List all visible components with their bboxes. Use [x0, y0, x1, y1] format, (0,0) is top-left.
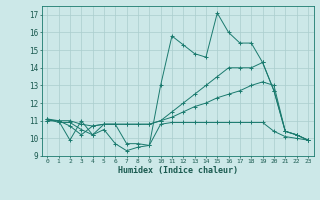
X-axis label: Humidex (Indice chaleur): Humidex (Indice chaleur): [118, 166, 237, 175]
